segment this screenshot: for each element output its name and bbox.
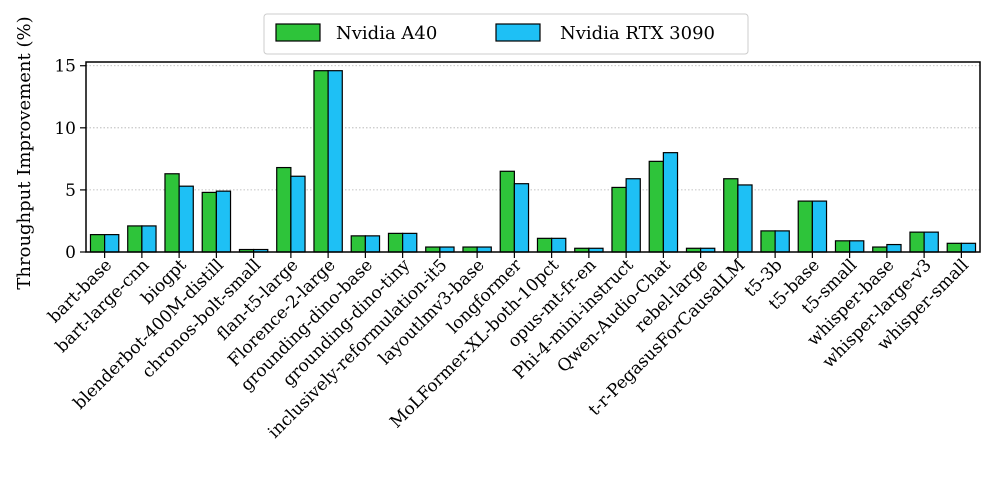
bar-a40 (946, 242, 962, 253)
bar-rtx3090 (364, 235, 381, 253)
legend-swatch (275, 23, 321, 42)
bar-a40 (201, 191, 217, 253)
bar-a40 (276, 166, 292, 253)
y-tick-label: 10 (54, 119, 76, 139)
bar-rtx3090 (960, 242, 977, 253)
bar-rtx3090 (811, 200, 828, 253)
y-axis-label: Throughput Improvement (%) (14, 16, 35, 289)
bar-a40 (834, 240, 851, 253)
bar-a40 (387, 232, 404, 253)
bar-rtx3090 (513, 183, 530, 253)
bar-rtx3090 (737, 184, 753, 253)
bar-rtx3090 (327, 70, 343, 253)
bar-a40 (499, 170, 515, 253)
bar-a40 (797, 200, 813, 253)
bar-a40 (611, 186, 627, 253)
legend: Nvidia A40 Nvidia RTX 3090 (263, 13, 749, 55)
y-tick-label: 5 (65, 181, 76, 201)
bar-rtx3090 (178, 185, 194, 253)
y-axis: 0 5 10 15 (54, 57, 86, 263)
y-tick-label: 15 (54, 57, 76, 77)
bar-rtx3090 (290, 175, 306, 253)
bar-rtx3090 (215, 190, 232, 253)
bar-rtx3090 (886, 243, 902, 253)
legend-label: Nvidia A40 (336, 23, 437, 44)
y-tick-label: 0 (65, 243, 76, 263)
bar-a40 (760, 230, 776, 253)
bar-a40 (89, 234, 106, 253)
bar-rtx3090 (141, 225, 157, 253)
plot-frame (85, 61, 981, 253)
bar-rtx3090 (625, 178, 641, 253)
bar-a40 (909, 231, 925, 253)
bar-rtx3090 (774, 230, 790, 253)
bar-a40 (127, 225, 143, 253)
x-axis: bart-basebart-large-cnnbiogptblenderbot-… (44, 252, 973, 443)
grid-lines (86, 65, 980, 191)
bar-rtx3090 (104, 234, 120, 253)
bar-rtx3090 (551, 237, 567, 253)
bar-a40 (648, 160, 664, 253)
bar-a40 (164, 173, 180, 253)
bar-rtx3090 (923, 231, 939, 253)
bar-rtx3090 (402, 232, 418, 253)
bar-a40 (313, 70, 329, 253)
bars (89, 70, 977, 253)
bar-rtx3090 (662, 152, 679, 253)
legend-label: Nvidia RTX 3090 (560, 23, 715, 44)
bar-a40 (723, 178, 739, 253)
legend-swatch (495, 23, 541, 42)
bar-a40 (350, 235, 366, 253)
bar-rtx3090 (849, 240, 865, 253)
bar-a40 (536, 237, 553, 253)
